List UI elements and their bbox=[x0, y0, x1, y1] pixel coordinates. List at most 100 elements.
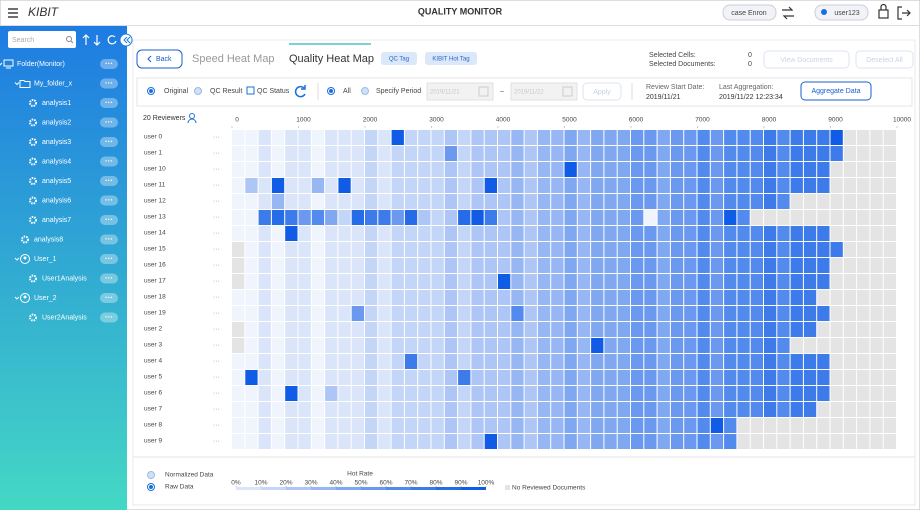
heat-cell[interactable] bbox=[591, 306, 604, 321]
heat-cell[interactable] bbox=[271, 434, 285, 449]
heat-cell[interactable] bbox=[604, 306, 617, 321]
heat-cell[interactable] bbox=[790, 370, 803, 385]
heat-cell[interactable] bbox=[325, 210, 338, 225]
heat-cell[interactable] bbox=[631, 242, 644, 257]
heat-cell[interactable] bbox=[537, 418, 551, 433]
heat-cell[interactable] bbox=[803, 386, 817, 401]
tree-item-label[interactable]: User2Analysis bbox=[42, 314, 87, 321]
heat-cell[interactable] bbox=[338, 162, 351, 177]
heat-cell[interactable] bbox=[404, 322, 418, 337]
heat-cell[interactable] bbox=[391, 338, 404, 353]
heat-cell[interactable] bbox=[258, 274, 271, 289]
more-button[interactable] bbox=[100, 293, 118, 303]
heat-cell[interactable] bbox=[258, 322, 271, 337]
heat-cell[interactable] bbox=[631, 306, 644, 321]
heat-cell[interactable] bbox=[298, 418, 311, 433]
heat-cell[interactable] bbox=[777, 386, 790, 401]
heat-cell[interactable] bbox=[271, 386, 285, 401]
heat-cell[interactable] bbox=[670, 434, 684, 449]
heat-cell[interactable] bbox=[298, 178, 311, 193]
heat-cell[interactable] bbox=[737, 290, 750, 305]
heat-cell[interactable] bbox=[737, 146, 750, 161]
heat-cell[interactable] bbox=[790, 226, 803, 241]
heat-cell[interactable] bbox=[511, 162, 524, 177]
heat-cell[interactable] bbox=[325, 162, 338, 177]
heat-cell[interactable] bbox=[684, 194, 697, 209]
heat-cell[interactable] bbox=[710, 146, 724, 161]
heat-cell[interactable] bbox=[378, 306, 391, 321]
logout-icon[interactable] bbox=[897, 6, 911, 20]
heat-cell[interactable] bbox=[351, 370, 364, 385]
heat-cell[interactable] bbox=[404, 194, 418, 209]
tree-item-label[interactable]: analysis6 bbox=[42, 197, 71, 204]
heat-cell[interactable] bbox=[418, 306, 431, 321]
heat-cell[interactable] bbox=[551, 354, 564, 369]
heat-cell[interactable] bbox=[311, 194, 325, 209]
more-button[interactable] bbox=[100, 59, 118, 69]
heat-cell[interactable] bbox=[710, 130, 724, 145]
heat-cell[interactable] bbox=[524, 210, 537, 225]
heat-cell[interactable] bbox=[803, 370, 817, 385]
heat-cell[interactable] bbox=[338, 290, 351, 305]
heat-cell[interactable] bbox=[697, 146, 710, 161]
heat-cell[interactable] bbox=[245, 194, 258, 209]
row-menu[interactable]: ··· bbox=[213, 230, 220, 237]
heat-cell[interactable] bbox=[258, 194, 271, 209]
heat-cell[interactable] bbox=[431, 130, 444, 145]
heat-cell[interactable] bbox=[484, 290, 497, 305]
heat-cell[interactable] bbox=[232, 402, 245, 417]
heat-cell[interactable] bbox=[245, 130, 258, 145]
heat-cell[interactable] bbox=[737, 386, 750, 401]
heat-cell[interactable] bbox=[617, 258, 630, 273]
heat-cell[interactable] bbox=[631, 338, 644, 353]
heat-cell[interactable] bbox=[325, 338, 338, 353]
heat-cell[interactable] bbox=[484, 194, 497, 209]
heat-cell[interactable] bbox=[378, 290, 391, 305]
heat-cell[interactable] bbox=[351, 306, 364, 321]
heat-cell[interactable] bbox=[298, 386, 311, 401]
heat-cell[interactable] bbox=[511, 386, 524, 401]
heat-cell[interactable] bbox=[351, 386, 364, 401]
heat-cell[interactable] bbox=[378, 418, 391, 433]
heat-cell[interactable] bbox=[285, 418, 298, 433]
heat-cell[interactable] bbox=[737, 162, 750, 177]
heat-cell[interactable] bbox=[258, 178, 271, 193]
heat-cell[interactable] bbox=[338, 226, 351, 241]
heat-cell[interactable] bbox=[271, 290, 285, 305]
heat-cell[interactable] bbox=[670, 306, 684, 321]
heat-cell[interactable] bbox=[777, 130, 790, 145]
heat-cell[interactable] bbox=[790, 274, 803, 289]
heat-cell[interactable] bbox=[511, 306, 524, 321]
heat-cell[interactable] bbox=[338, 146, 351, 161]
heat-cell[interactable] bbox=[365, 130, 378, 145]
row-menu[interactable]: ··· bbox=[213, 406, 220, 413]
heat-cell[interactable] bbox=[285, 306, 298, 321]
heat-cell[interactable] bbox=[511, 194, 524, 209]
heat-cell[interactable] bbox=[338, 402, 351, 417]
heat-cell[interactable] bbox=[644, 418, 657, 433]
heat-cell[interactable] bbox=[391, 242, 404, 257]
checkbox[interactable] bbox=[246, 86, 255, 95]
heat-cell[interactable] bbox=[710, 402, 724, 417]
heat-cell[interactable] bbox=[365, 194, 378, 209]
heat-cell[interactable] bbox=[670, 242, 684, 257]
heat-cell[interactable] bbox=[604, 210, 617, 225]
heat-cell[interactable] bbox=[232, 226, 245, 241]
tab[interactable]: Quality Heat Map bbox=[289, 53, 374, 65]
heat-cell[interactable] bbox=[311, 162, 325, 177]
heat-cell[interactable] bbox=[498, 290, 511, 305]
heat-cell[interactable] bbox=[511, 242, 524, 257]
heat-cell[interactable] bbox=[764, 130, 777, 145]
heat-cell[interactable] bbox=[777, 258, 790, 273]
heat-cell[interactable] bbox=[750, 242, 763, 257]
heat-cell[interactable] bbox=[524, 178, 537, 193]
heat-cell[interactable] bbox=[511, 226, 524, 241]
heat-cell[interactable] bbox=[458, 130, 471, 145]
heat-cell[interactable] bbox=[537, 402, 551, 417]
heat-cell[interactable] bbox=[750, 274, 763, 289]
heat-cell[interactable] bbox=[591, 242, 604, 257]
heat-cell[interactable] bbox=[617, 274, 630, 289]
heat-cell[interactable] bbox=[777, 226, 790, 241]
heat-cell[interactable] bbox=[697, 434, 710, 449]
heat-cell[interactable] bbox=[724, 418, 737, 433]
